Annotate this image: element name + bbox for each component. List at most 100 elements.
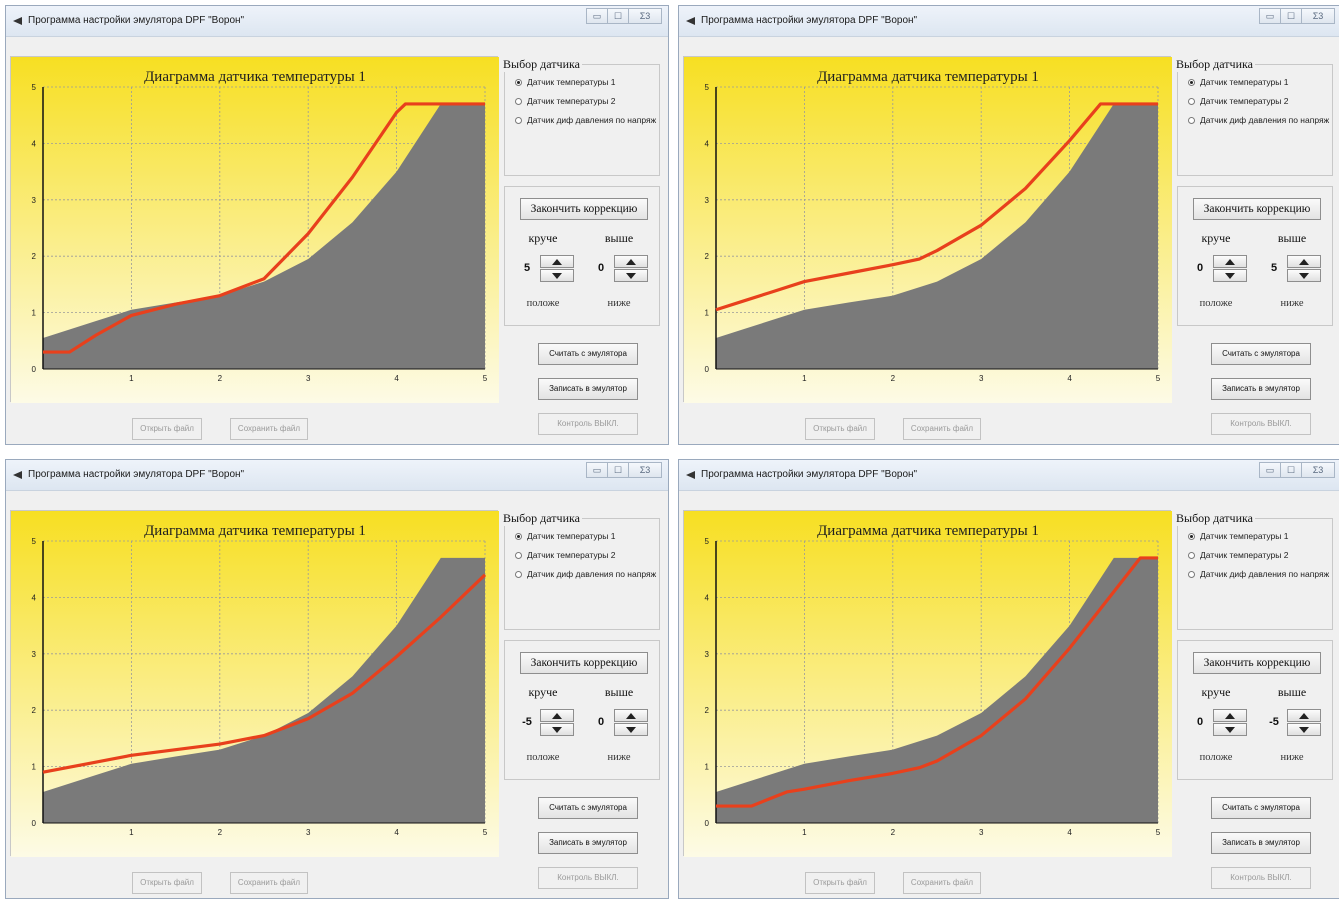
radio-dot[interactable] — [1188, 97, 1195, 105]
radio-dot[interactable] — [515, 532, 522, 540]
maximize-button[interactable]: ☐ — [1280, 8, 1302, 24]
sensor-radio-1[interactable]: Датчик температуры 1 — [515, 77, 615, 87]
radio-dot[interactable] — [1188, 78, 1195, 86]
write-emulator-button[interactable]: Записать в эмулятор — [1211, 832, 1311, 854]
sensor-radio-1[interactable]: Датчик температуры 1 — [515, 531, 615, 541]
spin-down-button[interactable] — [614, 269, 648, 282]
save-file-button[interactable]: Сохранить файл — [230, 872, 308, 894]
control-toggle-button[interactable]: Контроль ВЫКЛ. — [1211, 867, 1311, 889]
spin-down-button[interactable] — [1287, 269, 1321, 282]
maximize-button[interactable]: ☐ — [1280, 462, 1302, 478]
sensor-radio-3[interactable]: Датчик диф давления по напряж — [1188, 569, 1329, 579]
finish-correction-button[interactable]: Закончить коррекцию — [520, 652, 648, 674]
sensor-radio-2[interactable]: Датчик температуры 2 — [515, 96, 615, 106]
write-emulator-button[interactable]: Записать в эмулятор — [538, 378, 638, 400]
control-toggle-button[interactable]: Контроль ВЫКЛ. — [538, 413, 638, 435]
spin-down-button[interactable] — [1213, 269, 1247, 282]
save-file-button[interactable]: Сохранить файл — [903, 418, 981, 440]
close-button[interactable]: Σ3 — [1301, 8, 1335, 24]
offset-spinner-value[interactable]: 0 — [597, 716, 605, 728]
sensor-radio-2[interactable]: Датчик температуры 2 — [1188, 96, 1288, 106]
spin-up-button[interactable] — [1213, 255, 1247, 268]
radio-dot[interactable] — [1188, 570, 1195, 578]
close-button[interactable]: Σ3 — [1301, 462, 1335, 478]
control-toggle-button[interactable]: Контроль ВЫКЛ. — [538, 867, 638, 889]
radio-dot[interactable] — [515, 97, 522, 105]
steepness-spinner-value[interactable]: -5 — [522, 716, 532, 728]
save-file-button[interactable]: Сохранить файл — [903, 872, 981, 894]
radio-dot[interactable] — [1188, 532, 1195, 540]
temperature-chart[interactable]: 1 2 3 4 5 0 1 2 3 4 5 — [684, 511, 1172, 857]
radio-dot[interactable] — [515, 116, 522, 124]
offset-spinner[interactable]: -5 — [1262, 709, 1324, 737]
spin-up-button[interactable] — [614, 709, 648, 722]
read-emulator-button[interactable]: Считать с эмулятора — [1211, 797, 1311, 819]
minimize-button[interactable]: ▭ — [586, 462, 608, 478]
steepness-spinner[interactable]: 5 — [515, 255, 577, 283]
sensor-curve[interactable] — [716, 556, 1158, 808]
temperature-chart[interactable]: 1 2 3 4 5 0 1 2 3 4 5 — [11, 57, 499, 403]
sensor-radio-2[interactable]: Датчик температуры 2 — [1188, 550, 1288, 560]
spin-up-button[interactable] — [1213, 709, 1247, 722]
radio-dot[interactable] — [515, 551, 522, 559]
maximize-button[interactable]: ☐ — [607, 8, 629, 24]
finish-correction-button[interactable]: Закончить коррекцию — [1193, 652, 1321, 674]
radio-dot[interactable] — [515, 78, 522, 86]
sensor-radio-3[interactable]: Датчик диф давления по напряж — [1188, 115, 1329, 125]
sensor-curve[interactable] — [715, 102, 1158, 312]
open-file-button[interactable]: Открыть файл — [805, 872, 875, 894]
steepness-spinner[interactable]: -5 — [515, 709, 577, 737]
finish-correction-button[interactable]: Закончить коррекцию — [520, 198, 648, 220]
spin-down-button[interactable] — [540, 723, 574, 736]
spin-up-button[interactable] — [540, 255, 574, 268]
open-file-button[interactable]: Открыть файл — [805, 418, 875, 440]
temperature-chart[interactable]: 1 2 3 4 5 0 1 2 3 4 5 — [11, 511, 499, 857]
spin-up-button[interactable] — [1287, 709, 1321, 722]
spin-down-button[interactable] — [1287, 723, 1321, 736]
write-emulator-button[interactable]: Записать в эмулятор — [538, 832, 638, 854]
temperature-chart[interactable]: 1 2 3 4 5 0 1 2 3 4 5 — [684, 57, 1172, 403]
offset-spinner[interactable]: 0 — [589, 709, 651, 737]
offset-spinner-value[interactable]: 0 — [597, 262, 605, 274]
offset-spinner[interactable]: 5 — [1262, 255, 1324, 283]
close-button[interactable]: Σ3 — [628, 462, 662, 478]
read-emulator-button[interactable]: Считать с эмулятора — [538, 797, 638, 819]
read-emulator-button[interactable]: Считать с эмулятора — [1211, 343, 1311, 365]
steepness-spinner[interactable]: 0 — [1188, 709, 1250, 737]
offset-spinner-value[interactable]: 5 — [1270, 262, 1278, 274]
steepness-spinner[interactable]: 0 — [1188, 255, 1250, 283]
radio-dot[interactable] — [1188, 116, 1195, 124]
open-file-button[interactable]: Открыть файл — [132, 418, 202, 440]
spin-up-button[interactable] — [1287, 255, 1321, 268]
sensor-curve[interactable] — [43, 102, 485, 354]
read-emulator-button[interactable]: Считать с эмулятора — [538, 343, 638, 365]
write-emulator-button[interactable]: Записать в эмулятор — [1211, 378, 1311, 400]
radio-dot[interactable] — [515, 570, 522, 578]
spin-up-button[interactable] — [614, 255, 648, 268]
radio-dot[interactable] — [1188, 551, 1195, 559]
minimize-button[interactable]: ▭ — [1259, 8, 1281, 24]
finish-correction-button[interactable]: Закончить коррекцию — [1193, 198, 1321, 220]
offset-spinner[interactable]: 0 — [589, 255, 651, 283]
steepness-spinner-value[interactable]: 0 — [1196, 716, 1204, 728]
maximize-button[interactable]: ☐ — [607, 462, 629, 478]
close-button[interactable]: Σ3 — [628, 8, 662, 24]
sensor-radio-2[interactable]: Датчик температуры 2 — [515, 550, 615, 560]
sensor-radio-1[interactable]: Датчик температуры 1 — [1188, 531, 1288, 541]
steepness-spinner-value[interactable]: 0 — [1196, 262, 1204, 274]
control-toggle-button[interactable]: Контроль ВЫКЛ. — [1211, 413, 1311, 435]
sensor-radio-1[interactable]: Датчик температуры 1 — [1188, 77, 1288, 87]
save-file-button[interactable]: Сохранить файл — [230, 418, 308, 440]
minimize-button[interactable]: ▭ — [586, 8, 608, 24]
sensor-radio-3[interactable]: Датчик диф давления по напряж — [515, 569, 656, 579]
steepness-spinner-value[interactable]: 5 — [523, 262, 531, 274]
spin-down-button[interactable] — [540, 269, 574, 282]
sensor-radio-3[interactable]: Датчик диф давления по напряж — [515, 115, 656, 125]
sensor-curve[interactable] — [42, 573, 487, 774]
spin-up-button[interactable] — [540, 709, 574, 722]
spin-down-button[interactable] — [1213, 723, 1247, 736]
spin-down-button[interactable] — [614, 723, 648, 736]
open-file-button[interactable]: Открыть файл — [132, 872, 202, 894]
minimize-button[interactable]: ▭ — [1259, 462, 1281, 478]
offset-spinner-value[interactable]: -5 — [1269, 716, 1279, 728]
